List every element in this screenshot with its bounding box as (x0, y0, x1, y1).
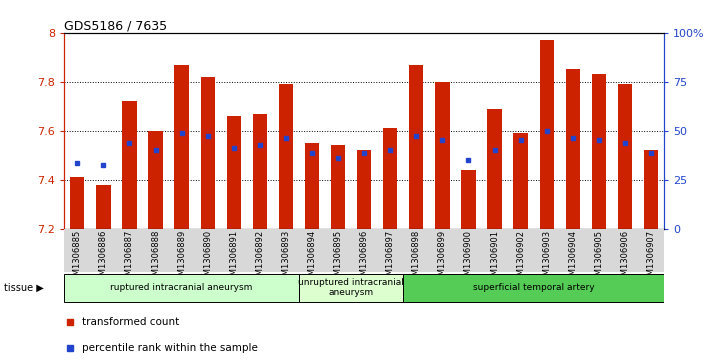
Text: GSM1306903: GSM1306903 (542, 229, 551, 286)
Text: GSM1306906: GSM1306906 (620, 229, 630, 286)
Text: GSM1306898: GSM1306898 (412, 229, 421, 286)
Text: GSM1306900: GSM1306900 (464, 229, 473, 286)
Text: GSM1306887: GSM1306887 (125, 229, 134, 286)
Text: GSM1306895: GSM1306895 (333, 229, 343, 286)
Bar (592, 74, 606, 229)
Text: GSM1306907: GSM1306907 (646, 229, 655, 286)
Bar (122, 101, 136, 229)
Bar (409, 65, 423, 229)
Text: GSM1306899: GSM1306899 (438, 229, 447, 286)
Bar (461, 170, 476, 229)
FancyBboxPatch shape (64, 274, 299, 302)
Text: GSM1306885: GSM1306885 (73, 229, 82, 286)
Bar (540, 40, 554, 229)
Bar (278, 84, 293, 229)
Text: superficial temporal artery: superficial temporal artery (473, 283, 595, 292)
Text: GSM1306890: GSM1306890 (203, 229, 212, 286)
Text: tissue ▶: tissue ▶ (4, 282, 44, 293)
Text: GSM1306891: GSM1306891 (229, 229, 238, 286)
Bar (201, 77, 215, 229)
FancyBboxPatch shape (64, 229, 664, 272)
Bar (70, 177, 84, 229)
Bar (383, 128, 398, 229)
Text: GSM1306893: GSM1306893 (281, 229, 291, 286)
Text: GSM1306896: GSM1306896 (360, 229, 368, 286)
Bar (253, 114, 267, 229)
Text: unruptured intracranial
aneurysm: unruptured intracranial aneurysm (298, 278, 404, 297)
Bar (436, 82, 450, 229)
Text: GSM1306888: GSM1306888 (151, 229, 160, 286)
Bar (305, 143, 319, 229)
Text: GDS5186 / 7635: GDS5186 / 7635 (64, 20, 167, 33)
Bar (96, 185, 111, 229)
Text: transformed count: transformed count (82, 317, 179, 327)
Text: percentile rank within the sample: percentile rank within the sample (82, 343, 258, 354)
Bar (357, 150, 371, 229)
Bar (149, 131, 163, 229)
Text: ruptured intracranial aneurysm: ruptured intracranial aneurysm (111, 283, 253, 292)
Bar (331, 146, 346, 229)
Bar (644, 150, 658, 229)
Bar (174, 65, 188, 229)
Text: GSM1306892: GSM1306892 (256, 229, 264, 286)
Bar (226, 116, 241, 229)
Bar (565, 69, 580, 229)
Text: GSM1306894: GSM1306894 (308, 229, 316, 286)
Bar (618, 84, 632, 229)
Text: GSM1306886: GSM1306886 (99, 229, 108, 286)
Text: GSM1306905: GSM1306905 (594, 229, 603, 286)
Bar (513, 133, 528, 229)
FancyBboxPatch shape (403, 274, 664, 302)
Text: GSM1306901: GSM1306901 (490, 229, 499, 286)
Bar (488, 109, 502, 229)
Text: GSM1306902: GSM1306902 (516, 229, 525, 286)
FancyBboxPatch shape (299, 274, 403, 302)
Text: GSM1306897: GSM1306897 (386, 229, 395, 286)
Text: GSM1306889: GSM1306889 (177, 229, 186, 286)
Text: GSM1306904: GSM1306904 (568, 229, 577, 286)
